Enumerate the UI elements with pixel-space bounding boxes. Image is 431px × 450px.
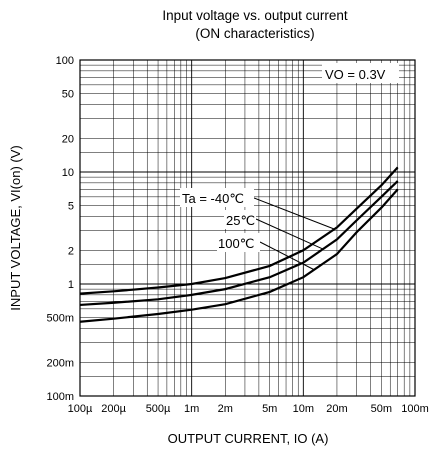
y-tick-label: 5 <box>68 201 74 213</box>
ta-minus40-label: Ta = -40℃ <box>182 191 244 206</box>
ta25-label-bg <box>224 210 256 229</box>
chart-subtitle: (ON characteristics) <box>195 26 314 41</box>
series-line <box>79 188 399 323</box>
y-tick-label: 2 <box>68 245 74 257</box>
x-tick-labels: 100µ 200µ 500µ 1m 2m 5m 10m 20m 50m 100m <box>68 403 429 415</box>
leader-line <box>259 241 315 271</box>
y-tick-label: 1 <box>68 279 74 291</box>
x-tick-label: 5m <box>262 403 277 415</box>
series-line <box>79 166 399 295</box>
vo-condition-label: VO = 0.3V <box>325 67 386 82</box>
x-tick-label: 100m <box>401 403 429 415</box>
leader-lines <box>253 197 335 271</box>
x-tick-label: 500µ <box>146 403 171 415</box>
x-tick-label: 200µ <box>101 403 126 415</box>
y-tick-label: 200m <box>46 357 74 369</box>
y-tick-label: 100 <box>56 55 74 67</box>
ta-label-bg <box>180 188 254 207</box>
y-tick-labels: 100 50 20 10 5 2 1 500m 200m 100m <box>46 55 74 403</box>
y-tick-label: 20 <box>62 133 74 145</box>
series-line <box>79 180 399 307</box>
x-tick-label: 1m <box>184 403 199 415</box>
x-tick-label: 20m <box>326 403 347 415</box>
chart-title: Input voltage vs. output current <box>162 8 348 23</box>
series-curves <box>79 166 399 323</box>
x-tick-label: 100µ <box>68 403 93 415</box>
x-tick-label: 50m <box>371 403 392 415</box>
y-tick-label: 500m <box>46 313 74 325</box>
y-tick-label: 50 <box>62 89 74 101</box>
x-tick-label: 10m <box>293 403 314 415</box>
plot-frame <box>79 59 416 397</box>
x-axis-label: OUTPUT CURRENT, IO (A) <box>168 431 329 446</box>
leader-line <box>253 197 335 230</box>
ta100-label-bg <box>217 233 260 252</box>
ta-25-label: 25℃ <box>226 213 255 228</box>
y-axis-label: INPUT VOLTAGE, VI(on) (V) <box>8 145 23 310</box>
y-tick-label: 100m <box>46 391 74 403</box>
leader-line <box>255 218 324 250</box>
x-tick-label: 2m <box>218 403 233 415</box>
vo-label-bg <box>322 63 399 83</box>
y-tick-label: 10 <box>62 167 74 179</box>
ta-100-label: 100℃ <box>218 236 254 251</box>
